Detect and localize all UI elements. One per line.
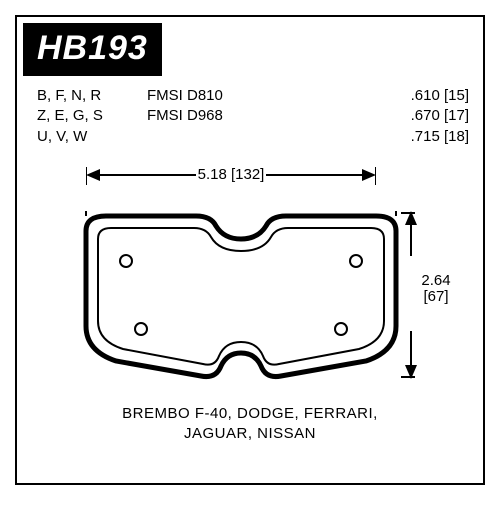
- part-number: HB193: [37, 29, 148, 67]
- fitment-line: JAGUAR, NISSAN: [17, 424, 483, 444]
- fitment-line: BREMBO F-40, DODGE, FERRARI,: [17, 404, 483, 424]
- specs-row: B, F, N, R Z, E, G, S U, V, W FMSI D810 …: [37, 86, 469, 147]
- codes-line: B, F, N, R: [37, 86, 147, 106]
- thickness-row: .715 [18]: [349, 127, 469, 147]
- width-dimension: 5.18 [132]: [86, 165, 376, 183]
- part-number-header: HB193: [23, 23, 162, 76]
- height-dimension: 2.64 [67]: [411, 273, 461, 306]
- brake-pad-diagram: [66, 211, 406, 386]
- thickness-row: .610 [15]: [349, 86, 469, 106]
- fmsi-line: FMSI D810: [147, 86, 287, 106]
- width-value: 5.18 [132]: [198, 166, 265, 183]
- compound-codes: B, F, N, R Z, E, G, S U, V, W: [37, 86, 147, 147]
- height-in: 2.64: [411, 273, 461, 290]
- diagram-area: 5.18 [132] 2.64 [6: [31, 165, 469, 400]
- spec-card: HB193 B, F, N, R Z, E, G, S U, V, W FMSI…: [15, 15, 485, 485]
- codes-line: Z, E, G, S: [37, 106, 147, 126]
- fmsi-codes: FMSI D810 FMSI D968: [147, 86, 287, 147]
- fmsi-line: FMSI D968: [147, 106, 287, 126]
- vehicle-fitment: BREMBO F-40, DODGE, FERRARI, JAGUAR, NIS…: [17, 404, 483, 445]
- thickness-row: .670 [17]: [349, 106, 469, 126]
- thickness-options: .610 [15] .670 [17] .715 [18]: [349, 86, 469, 147]
- codes-line: U, V, W: [37, 127, 147, 147]
- height-mm: [67]: [411, 289, 461, 306]
